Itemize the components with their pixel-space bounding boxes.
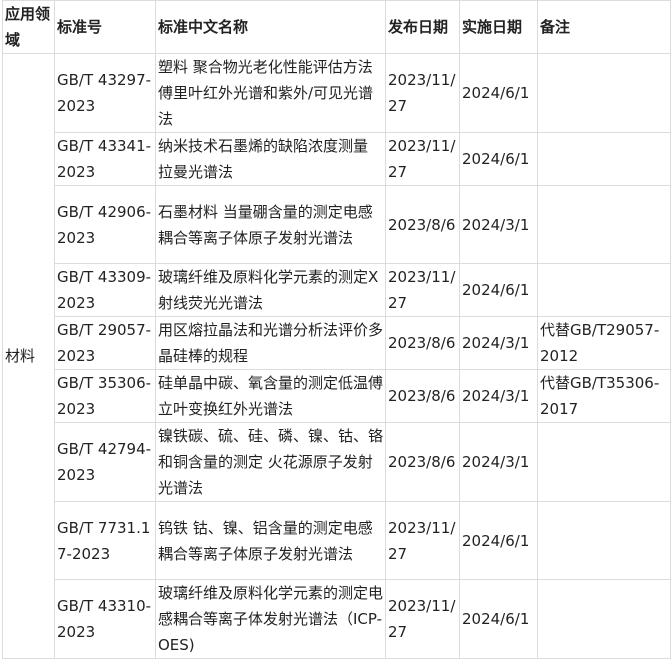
table-row: GB/T 43341-2023 纳米技术石墨烯的缺陷浓度测量 拉曼光谱法 2023/… [3,132,671,186]
standard-name: 玻璃纤维及原料化学元素的测定X射线荧光光谱法 [155,263,386,317]
publish-date: 2023/11/27 [385,263,460,317]
standard-name: 用区熔拉晶法和光谱分析法评价多晶硅棒的规程 [155,316,386,370]
standard-code: GB/T 43310-2023 [54,579,156,659]
table-row: GB/T 43309-2023 玻璃纤维及原料化学元素的测定X射线荧光光谱法 202… [3,263,671,317]
effective-date: 2024/6/1 [459,579,538,659]
standard-name: 塑料 聚合物光老化性能评估方法傅里叶红外光谱和紫外/可见光谱法 [155,53,386,133]
table-row: 材料 GB/T 43297-2023 塑料 聚合物光老化性能评估方法傅里叶红外光谱和… [2,53,671,659]
effective-date: 2024/3/1 [459,369,538,423]
publish-date: 2023/11/27 [385,53,460,133]
note [537,263,671,317]
standard-name: 钨铁 钴、镍、铝含量的测定电感耦合等离子体原子发射光谱法 [155,501,386,580]
header-domain: 应用领域 [2,0,55,54]
note [537,53,671,133]
header-effective: 实施日期 [459,0,538,54]
publish-date: 2023/11/27 [385,579,460,659]
table-row: GB/T 35306-2023 硅单晶中碳、氧含量的测定低温傅立叶变换红外光谱法 2… [3,369,671,423]
standard-name: 玻璃纤维及原料化学元素的测定电感耦合等离子体发射光谱法（ICP-OES) [155,579,386,659]
note [537,185,671,264]
standard-code: GB/T 7731.17-2023 [54,501,156,580]
standard-name: 镍铁碳、硫、硅、磷、镍、钴、铬和铜含量的测定 火花源原子发射光谱法 [155,422,386,502]
effective-date: 2024/6/1 [459,501,538,580]
publish-date: 2023/8/6 [385,316,460,370]
note [537,501,671,580]
header-note: 备注 [537,0,671,54]
effective-date: 2024/6/1 [459,53,538,133]
header-code: 标准号 [54,0,156,54]
header-published: 发布日期 [385,0,460,54]
effective-date: 2024/3/1 [459,185,538,264]
table-row: GB/T 43310-2023 玻璃纤维及原料化学元素的测定电感耦合等离子体发射光… [3,579,671,659]
standard-code: GB/T 29057-2023 [54,316,156,370]
note [537,422,671,502]
publish-date: 2023/8/6 [385,369,460,423]
standard-name: 石墨材料 当量硼含量的测定电感耦合等离子体原子发射光谱法 [155,185,386,264]
standard-code: GB/T 43297-2023 [54,53,156,133]
publish-date: 2023/11/27 [385,132,460,186]
standard-name: 硅单晶中碳、氧含量的测定低温傅立叶变换红外光谱法 [155,369,386,423]
table-row: GB/T 42794-2023 镍铁碳、硫、硅、磷、镍、钴、铬和铜含量的测定 火花… [3,422,671,502]
standard-code: GB/T 43309-2023 [54,263,156,317]
publish-date: 2023/11/27 [385,501,460,580]
standard-code: GB/T 42794-2023 [54,422,156,502]
table-row: GB/T 7731.17-2023 钨铁 钴、镍、铝含量的测定电感耦合等离子体原子… [3,501,671,580]
note [537,132,671,186]
publish-date: 2023/8/6 [385,422,460,502]
header-name: 标准中文名称 [155,0,386,54]
standard-name: 纳米技术石墨烯的缺陷浓度测量 拉曼光谱法 [155,132,386,186]
standard-code: GB/T 42906-2023 [54,185,156,264]
category-cell: 材料 [2,53,55,659]
effective-date: 2024/6/1 [459,132,538,186]
note [537,579,671,659]
standard-code: GB/T 35306-2023 [54,369,156,423]
effective-date: 2024/3/1 [459,422,538,502]
note: 代替GB/T29057-2012 [537,316,671,370]
table-row: GB/T 42906-2023 石墨材料 当量硼含量的测定电感耦合等离子体原子发射… [3,185,671,264]
effective-date: 2024/3/1 [459,316,538,370]
effective-date: 2024/6/1 [459,263,538,317]
table-row: GB/T 29057-2023 用区熔拉晶法和光谱分析法评价多晶硅棒的规程 2023… [3,316,671,370]
note: 代替GB/T35306-2017 [537,369,671,423]
header-row: 应用领域 标准号 标准中文名称 发布日期 实施日期 备注 [2,0,671,54]
standard-code: GB/T 43341-2023 [54,132,156,186]
publish-date: 2023/8/6 [385,185,460,264]
